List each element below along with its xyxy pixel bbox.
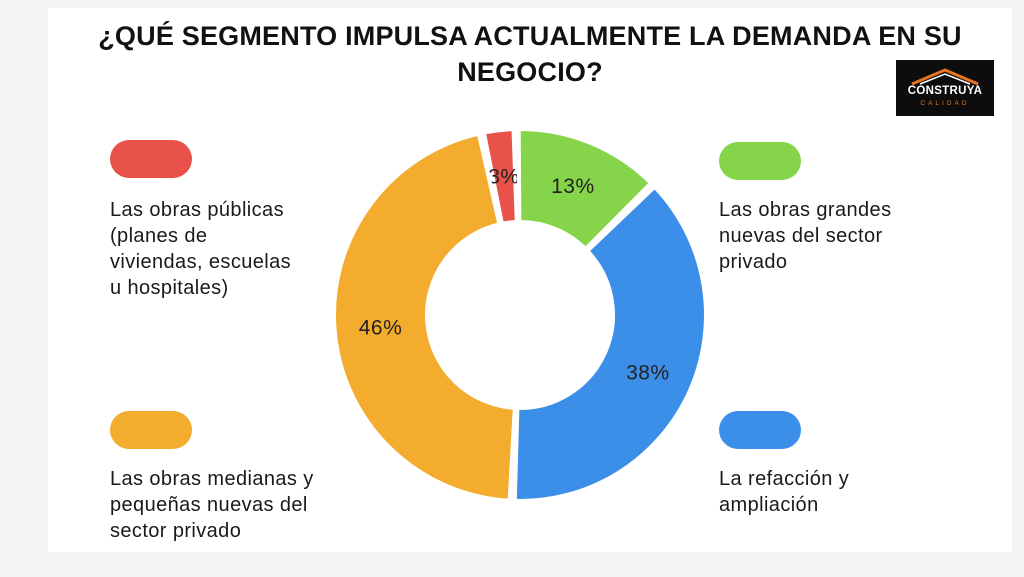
- legend-label-obras-grandes: Las obras grandes nuevas del sector priv…: [719, 197, 891, 275]
- legend-line: La refacción y: [719, 468, 850, 490]
- donut-slice-3: [332, 131, 517, 503]
- chart-title-line-2: NEGOCIO?: [457, 57, 603, 87]
- legend-chip-obras-grandes: [719, 142, 801, 180]
- donut-slice-label-1: 13%: [551, 175, 595, 198]
- chart-title-line-1: ¿QUÉ SEGMENTO IMPULSA ACTUALMENTE LA DEM…: [98, 21, 962, 51]
- donut-slice-1: [516, 127, 654, 252]
- legend-line: privado: [719, 251, 788, 273]
- legend-line: Las obras medianas y: [110, 468, 314, 490]
- legend-line: viviendas, escuelas: [110, 251, 292, 273]
- donut-slice-label-2: 38%: [626, 361, 670, 384]
- legend-label-obras-medianas: Las obras medianas y pequeñas nuevas del…: [110, 466, 314, 544]
- legend-line: (planes de: [110, 225, 208, 247]
- roof-icon: [911, 68, 979, 86]
- donut-slice-2: [512, 184, 708, 503]
- legend-chip-obras-medianas: [110, 411, 192, 449]
- legend-line: sector privado: [110, 520, 242, 542]
- legend-line: pequeñas nuevas del: [110, 494, 308, 516]
- legend-label-obras-publicas: Las obras públicas (planes de viviendas,…: [110, 197, 291, 301]
- legend-line: Las obras grandes: [719, 199, 892, 221]
- legend-line: u hospitales): [110, 277, 229, 299]
- legend-line: ampliación: [719, 494, 819, 516]
- donut-slice-label-0: 3%: [488, 165, 519, 188]
- legend-line: nuevas del sector: [719, 225, 883, 247]
- logo-tagline: CALIDAD: [920, 100, 970, 107]
- chart-title: ¿QUÉ SEGMENTO IMPULSA ACTUALMENTE LA DEM…: [48, 18, 1012, 90]
- donut-slice-label-3: 46%: [359, 316, 403, 339]
- legend-label-refaccion: La refacción y ampliación: [719, 466, 849, 518]
- donut-slice-0: [481, 127, 519, 226]
- legend-line: Las obras públicas: [110, 199, 284, 221]
- legend-chip-obras-publicas: [110, 140, 192, 178]
- legend-chip-refaccion: [719, 411, 801, 449]
- logo-brand: CONSTRUYA: [907, 85, 983, 97]
- construya-logo: CONSTRUYA CALIDAD: [896, 60, 994, 116]
